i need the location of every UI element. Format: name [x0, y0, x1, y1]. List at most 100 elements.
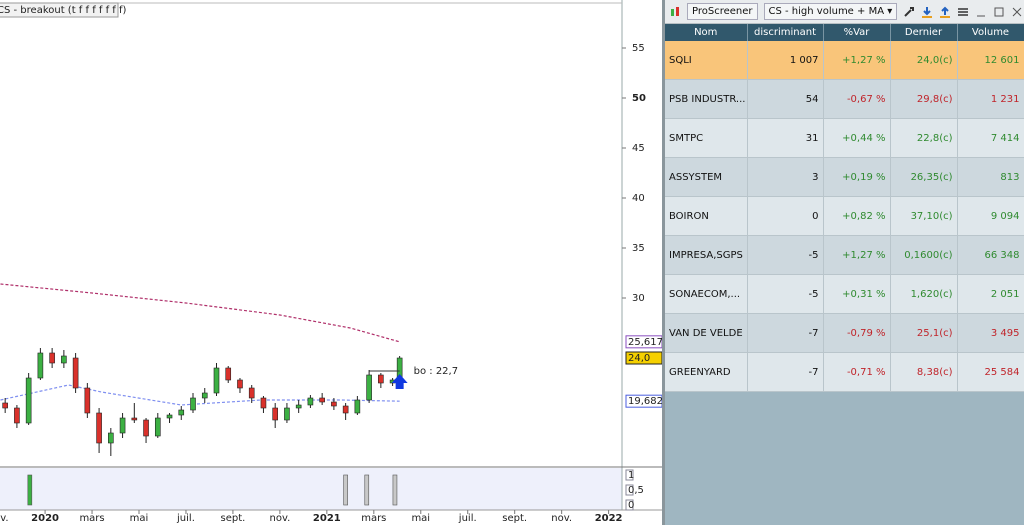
- table-cell: 24,0(c): [890, 41, 958, 80]
- table-cell: 66 348: [957, 235, 1024, 275]
- candle-body: [307, 397, 314, 406]
- price-label: 24,0: [628, 353, 650, 364]
- download-icon[interactable]: [921, 6, 933, 18]
- splitter[interactable]: [662, 0, 665, 525]
- candle-body: [342, 405, 349, 414]
- y-tick-label: 45: [632, 143, 645, 154]
- table-row[interactable]: SQLI 1 007 +1,27 % 24,0(c) 12 601: [665, 41, 1024, 80]
- candle-body: [295, 404, 302, 409]
- y-tick-label: 55: [632, 43, 645, 54]
- x-tick-label: 2021: [313, 513, 341, 524]
- indicator-tick-box: [625, 469, 634, 481]
- indicator-bar: [27, 474, 33, 506]
- candle-body: [131, 417, 138, 421]
- candle-body: [178, 409, 185, 416]
- table-row[interactable]: GREENYARD -7 -0,71 % 8,38(c) 25 584: [665, 352, 1024, 392]
- table-cell: 54: [747, 79, 824, 119]
- table-cell: 25,1(c): [890, 313, 958, 353]
- candle-body: [354, 399, 361, 414]
- x-tick-label: sept.: [221, 513, 246, 524]
- candle-body: [331, 401, 337, 407]
- candle-icon[interactable]: [669, 6, 681, 18]
- table-cell: SQLI: [665, 41, 748, 80]
- screener-button[interactable]: ProScreener: [687, 3, 758, 20]
- y-tick-label: 40: [632, 193, 645, 204]
- screener-panel: ProScreener CS - high volume + MA ▾ Nom d…: [665, 0, 1024, 525]
- candle-body: [190, 397, 196, 411]
- list-dropdown[interactable]: CS - high volume + MA ▾: [763, 3, 898, 20]
- price-label: 25,617: [628, 337, 662, 348]
- price-label-box: [625, 351, 662, 365]
- candle-body: [284, 407, 290, 421]
- indicator-bar: [343, 474, 348, 506]
- x-tick-label: nov.: [551, 513, 572, 524]
- table-row[interactable]: VAN DE VELDE -7 -0,79 % 25,1(c) 3 495: [665, 313, 1024, 353]
- close-icon[interactable]: [1011, 6, 1023, 18]
- x-tick-label: nov.: [269, 513, 290, 524]
- table-cell: SMTPC: [665, 118, 748, 158]
- breakout-arrow: [391, 374, 408, 389]
- table-cell: -0,79 %: [823, 313, 891, 353]
- table-cell: 0,1600(c): [890, 235, 958, 275]
- candle-body: [366, 374, 372, 401]
- x-tick-label: 2022: [595, 513, 623, 524]
- annotation: bo : 22,7: [414, 366, 458, 377]
- column-header[interactable]: Nom: [665, 24, 748, 41]
- x-tick-label: nov.: [0, 513, 9, 524]
- table-cell: 29,8(c): [890, 79, 958, 119]
- indicator-tick-label: 0: [628, 500, 634, 511]
- table-row[interactable]: PSB INDUSTR... 54 -0,67 % 29,8(c) 1 231: [665, 79, 1024, 119]
- column-header[interactable]: Volume: [957, 24, 1024, 41]
- column-header[interactable]: Dernier: [890, 24, 958, 41]
- table-cell: 9 094: [957, 196, 1024, 236]
- chart: CS - breakout (t f f f f f f f) 30 35 40 45…: [0, 0, 662, 525]
- table-cell: GREENYARD: [665, 352, 748, 392]
- candle-body: [25, 377, 32, 424]
- table-cell: +0,44 %: [823, 118, 891, 158]
- table-cell: IMPRESA,SGPS: [665, 235, 748, 275]
- wrench-icon[interactable]: [903, 6, 915, 18]
- candle-body: [319, 397, 325, 403]
- candle-body: [61, 355, 67, 364]
- upload-icon[interactable]: [939, 6, 951, 18]
- table-cell: 0: [747, 196, 824, 236]
- menu-icon[interactable]: [957, 6, 969, 18]
- candle-body: [37, 352, 44, 379]
- table-row[interactable]: BOIRON 0 +0,82 % 37,10(c) 9 094: [665, 196, 1024, 236]
- minimize-icon[interactable]: [975, 6, 987, 18]
- maximize-icon[interactable]: [993, 6, 1005, 18]
- table-row[interactable]: SONAECOM,... -5 +0,31 % 1,620(c) 2 051: [665, 274, 1024, 314]
- table-row[interactable]: SMTPC 31 +0,44 % 22,8(c) 7 414: [665, 118, 1024, 158]
- screener-table: Nom discriminant %Var Dernier Volume SQLI 1 0…: [665, 24, 1024, 392]
- column-header[interactable]: discriminant: [747, 24, 824, 41]
- candle-body: [96, 412, 102, 444]
- chart-title: CS - breakout (t f f f f f f f): [0, 5, 127, 16]
- x-tick-label: mars: [361, 513, 386, 524]
- table-cell: ASSYSTEM: [665, 157, 748, 197]
- table-cell: +0,82 %: [823, 196, 891, 236]
- candle-body: [248, 387, 255, 399]
- table-cell: -7: [747, 313, 824, 353]
- column-header[interactable]: %Var: [823, 24, 891, 41]
- price-label: 19,682: [628, 396, 662, 407]
- candle-body: [201, 392, 208, 399]
- table-row[interactable]: ASSYSTEM 3 +0,19 % 26,35(c) 813: [665, 157, 1024, 197]
- table-cell: -0,71 %: [823, 352, 891, 392]
- candle-body: [272, 407, 278, 421]
- y-tick-label: 30: [632, 293, 645, 304]
- candle-body: [84, 387, 91, 414]
- table-cell: 1 231: [957, 79, 1024, 119]
- x-tick-label: juil.: [176, 513, 195, 524]
- table-body: SQLI 1 007 +1,27 % 24,0(c) 12 601 PSB INDUSTR…: [665, 41, 1024, 392]
- table-cell: -7: [747, 352, 824, 392]
- table-row[interactable]: IMPRESA,SGPS -5 +1,27 % 0,1600(c) 66 348: [665, 235, 1024, 275]
- table-cell: 12 601: [957, 41, 1024, 80]
- table-cell: VAN DE VELDE: [665, 313, 748, 353]
- table-cell: 7 414: [957, 118, 1024, 158]
- indicator-bar: [364, 474, 370, 506]
- candle-body: [237, 379, 243, 389]
- price-label-box: [625, 394, 662, 408]
- table-cell: SONAECOM,...: [665, 274, 748, 314]
- list-name: CS - high volume + MA: [768, 6, 885, 17]
- table-cell: +0,31 %: [823, 274, 891, 314]
